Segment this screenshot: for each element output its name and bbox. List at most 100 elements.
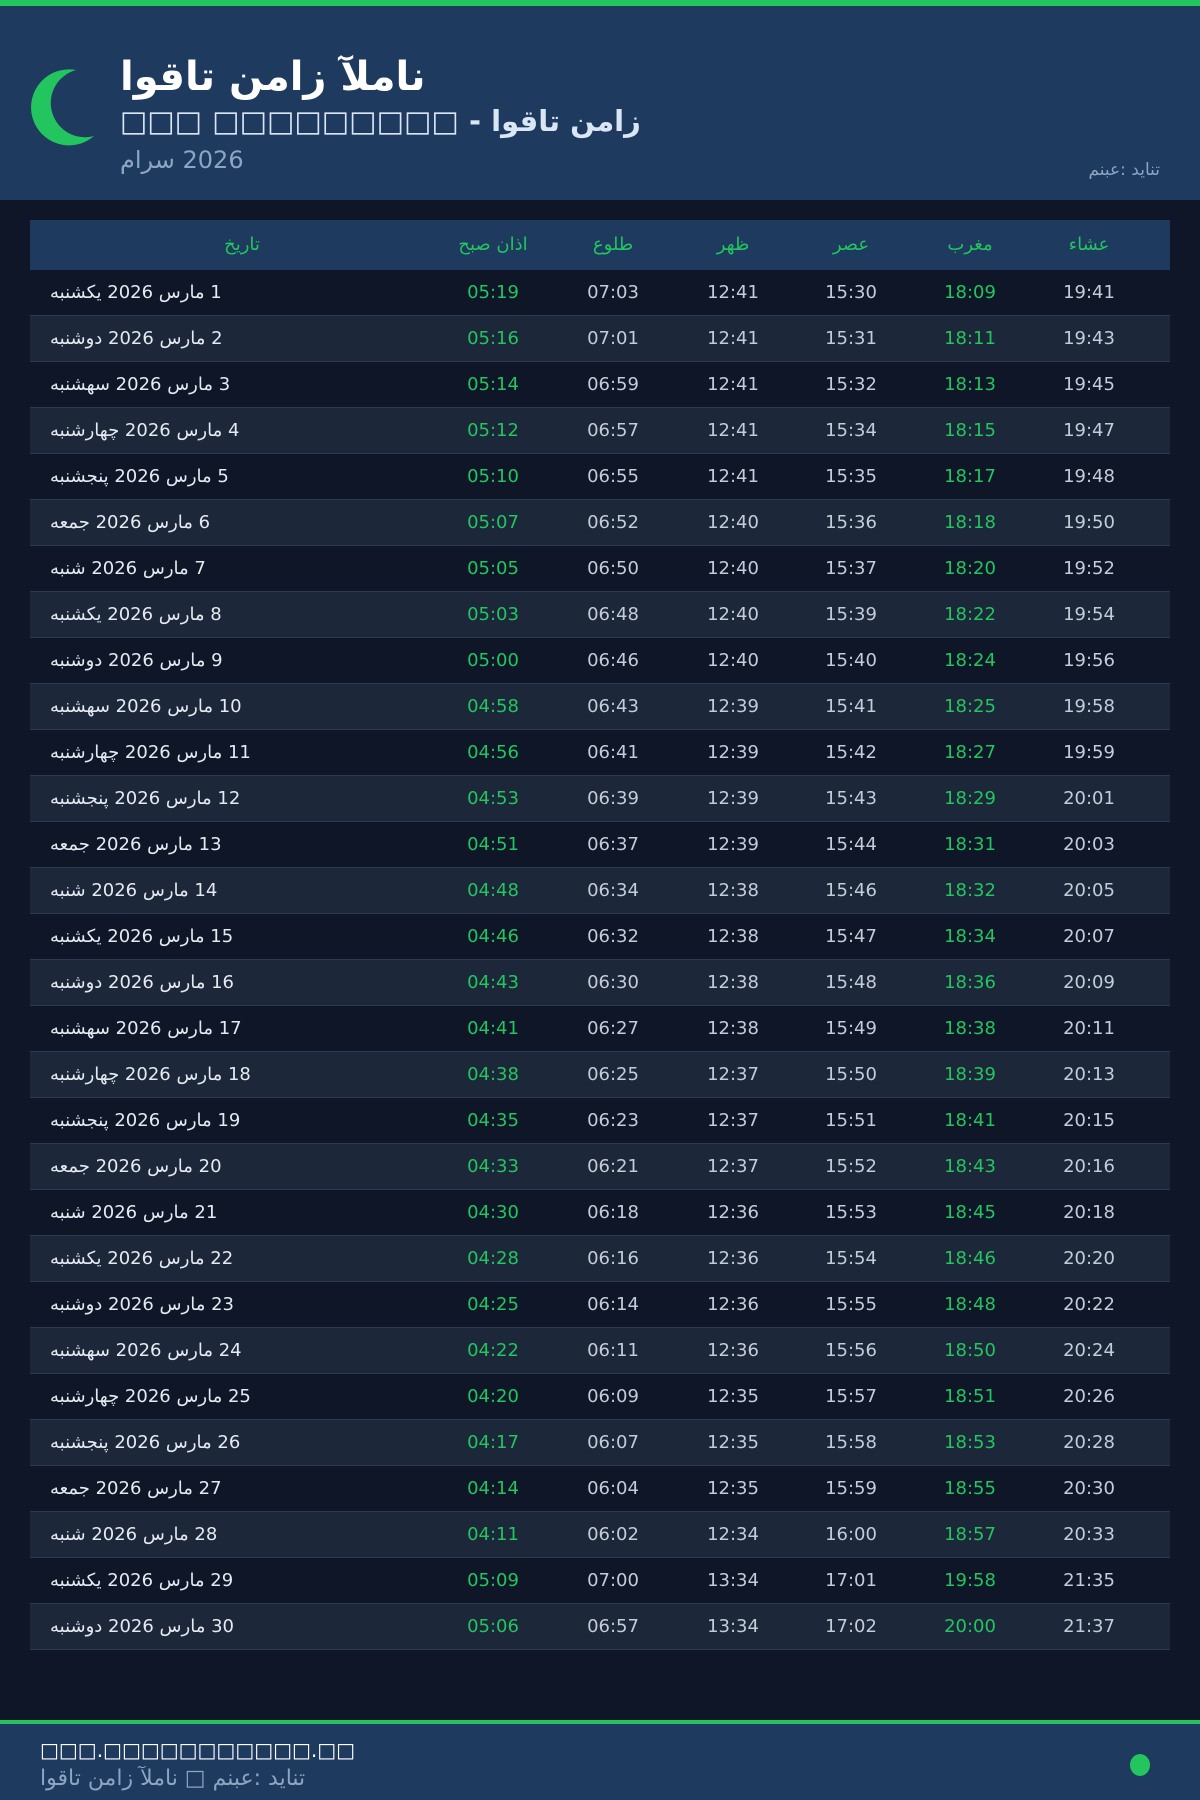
sunrise-time-cell: 07:03	[587, 282, 639, 303]
isha-time-cell: 20:15	[1063, 1110, 1115, 1131]
fajr-time-cell: 05:00	[467, 650, 519, 671]
table-row: هبنشجنپ 2026 سرام 5 05:10 06:55 12:41 15:35 1…	[30, 454, 1170, 500]
isha-time-cell: 19:50	[1063, 512, 1115, 533]
maghrib-time-cell: 18:38	[944, 1018, 996, 1039]
maghrib-time-cell: 18:09	[944, 282, 996, 303]
maghrib-time-cell: 18:27	[944, 742, 996, 763]
table-row: هبنش 2026 سرام 28 04:11 06:02 12:34 16:00 18:…	[30, 1512, 1170, 1558]
maghrib-time-cell: 18:46	[944, 1248, 996, 1269]
table-row: هبنشود 2026 سرام 9 05:00 06:46 12:40 15:40 18…	[30, 638, 1170, 684]
isha-time-cell: 20:05	[1063, 880, 1115, 901]
fajr-time-cell: 05:06	[467, 1616, 519, 1637]
footer-website: □□□.□□□□□□□□□□□.□□	[40, 1738, 356, 1762]
sunrise-time-cell: 06:52	[587, 512, 639, 533]
maghrib-time-cell: 18:31	[944, 834, 996, 855]
table-row: هبنشکی 2026 سرام 29 05:09 07:00 13:34 17:01 1…	[30, 1558, 1170, 1604]
maghrib-time-cell: 20:00	[944, 1616, 996, 1637]
date-cell: هبنشکی 2026 سرام 29	[50, 1570, 234, 1591]
fajr-time-cell: 05:19	[467, 282, 519, 303]
dhuhr-time-cell: 12:41	[707, 374, 759, 395]
date-cell: هبنشکی 2026 سرام 1	[50, 282, 222, 303]
isha-time-cell: 21:37	[1063, 1616, 1115, 1637]
dhuhr-time-cell: 12:36	[707, 1294, 759, 1315]
date-cell: هبنشود 2026 سرام 30	[50, 1616, 234, 1637]
isha-time-cell: 21:35	[1063, 1570, 1115, 1591]
dhuhr-time-cell: 12:35	[707, 1432, 759, 1453]
sunrise-time-cell: 06:57	[587, 420, 639, 441]
date-cell: هبنشکی 2026 سرام 22	[50, 1248, 234, 1269]
dhuhr-time-cell: 12:41	[707, 328, 759, 349]
fajr-time-cell: 05:16	[467, 328, 519, 349]
dhuhr-time-cell: 13:34	[707, 1616, 759, 1637]
fajr-time-cell: 04:28	[467, 1248, 519, 1269]
sunrise-time-cell: 06:50	[587, 558, 639, 579]
table-row: هعمج 2026 سرام 27 04:14 06:04 12:35 15:59 18:…	[30, 1466, 1170, 1512]
date-cell: هبنشجنپ 2026 سرام 26	[50, 1432, 241, 1453]
maghrib-time-cell: 18:24	[944, 650, 996, 671]
isha-time-cell: 20:01	[1063, 788, 1115, 809]
asr-time-cell: 15:40	[825, 650, 877, 671]
date-cell: هعمج 2026 سرام 13	[50, 834, 222, 855]
maghrib-time-cell: 18:45	[944, 1202, 996, 1223]
dhuhr-time-cell: 12:38	[707, 926, 759, 947]
asr-time-cell: 15:47	[825, 926, 877, 947]
maghrib-time-cell: 18:36	[944, 972, 996, 993]
dhuhr-time-cell: 12:37	[707, 1110, 759, 1131]
column-header-isha: ءاشع	[1068, 234, 1110, 255]
asr-time-cell: 16:00	[825, 1524, 877, 1545]
dhuhr-time-cell: 12:41	[707, 466, 759, 487]
sunrise-time-cell: 06:41	[587, 742, 639, 763]
asr-time-cell: 15:37	[825, 558, 877, 579]
asr-time-cell: 15:31	[825, 328, 877, 349]
isha-time-cell: 20:33	[1063, 1524, 1115, 1545]
date-cell: هبنشود 2026 سرام 2	[50, 328, 223, 349]
fajr-time-cell: 04:30	[467, 1202, 519, 1223]
column-header-maghrib: برغم	[947, 234, 993, 255]
date-cell: هبنشود 2026 سرام 23	[50, 1294, 234, 1315]
fajr-time-cell: 04:20	[467, 1386, 519, 1407]
dhuhr-time-cell: 12:35	[707, 1478, 759, 1499]
fajr-time-cell: 05:10	[467, 466, 519, 487]
date-cell: هبنشجنپ 2026 سرام 19	[50, 1110, 241, 1131]
sunrise-time-cell: 06:48	[587, 604, 639, 625]
date-cell: هبنشکی 2026 سرام 15	[50, 926, 234, 947]
dhuhr-time-cell: 12:37	[707, 1064, 759, 1085]
month-label: مارس 2026	[120, 146, 244, 174]
date-cell: هبنشراهچ 2026 سرام 4	[50, 420, 240, 441]
date-cell: هبنشود 2026 سرام 9	[50, 650, 223, 671]
sunrise-time-cell: 07:01	[587, 328, 639, 349]
date-cell: هبنشجنپ 2026 سرام 5	[50, 466, 229, 487]
dhuhr-time-cell: 12:35	[707, 1386, 759, 1407]
maghrib-time-cell: 18:22	[944, 604, 996, 625]
table-row: هعمج 2026 سرام 20 04:33 06:21 12:37 15:52 18:…	[30, 1144, 1170, 1190]
column-header-fajr: حبص ناذا	[458, 234, 528, 255]
fajr-time-cell: 04:58	[467, 696, 519, 717]
isha-time-cell: 20:03	[1063, 834, 1115, 855]
dhuhr-time-cell: 12:41	[707, 282, 759, 303]
asr-time-cell: 15:57	[825, 1386, 877, 1407]
fajr-time-cell: 04:17	[467, 1432, 519, 1453]
asr-time-cell: 15:34	[825, 420, 877, 441]
fajr-time-cell: 04:33	[467, 1156, 519, 1177]
maghrib-time-cell: 18:39	[944, 1064, 996, 1085]
dhuhr-time-cell: 12:38	[707, 972, 759, 993]
fajr-time-cell: 04:56	[467, 742, 519, 763]
fajr-time-cell: 04:25	[467, 1294, 519, 1315]
asr-time-cell: 15:43	[825, 788, 877, 809]
isha-time-cell: 19:56	[1063, 650, 1115, 671]
maghrib-time-cell: 18:55	[944, 1478, 996, 1499]
table-row: هبنشود 2026 سرام 2 05:16 07:01 12:41 15:31 18…	[30, 316, 1170, 362]
dhuhr-time-cell: 12:36	[707, 1248, 759, 1269]
sunrise-time-cell: 06:18	[587, 1202, 639, 1223]
table-row: هبنشجنپ 2026 سرام 19 04:35 06:23 12:37 15:51…	[30, 1098, 1170, 1144]
fajr-time-cell: 05:09	[467, 1570, 519, 1591]
dhuhr-time-cell: 12:39	[707, 788, 759, 809]
crescent-moon-icon	[31, 69, 94, 146]
asr-time-cell: 15:39	[825, 604, 877, 625]
sunrise-time-cell: 06:09	[587, 1386, 639, 1407]
table-header: خیرات حبص ناذا عولط رهظ رصع برغم ءاشع	[30, 220, 1170, 270]
table-row: هبنشجنپ 2026 سرام 26 04:17 06:07 12:35 15:58…	[30, 1420, 1170, 1466]
asr-time-cell: 15:32	[825, 374, 877, 395]
maghrib-time-cell: 18:25	[944, 696, 996, 717]
fajr-time-cell: 04:48	[467, 880, 519, 901]
